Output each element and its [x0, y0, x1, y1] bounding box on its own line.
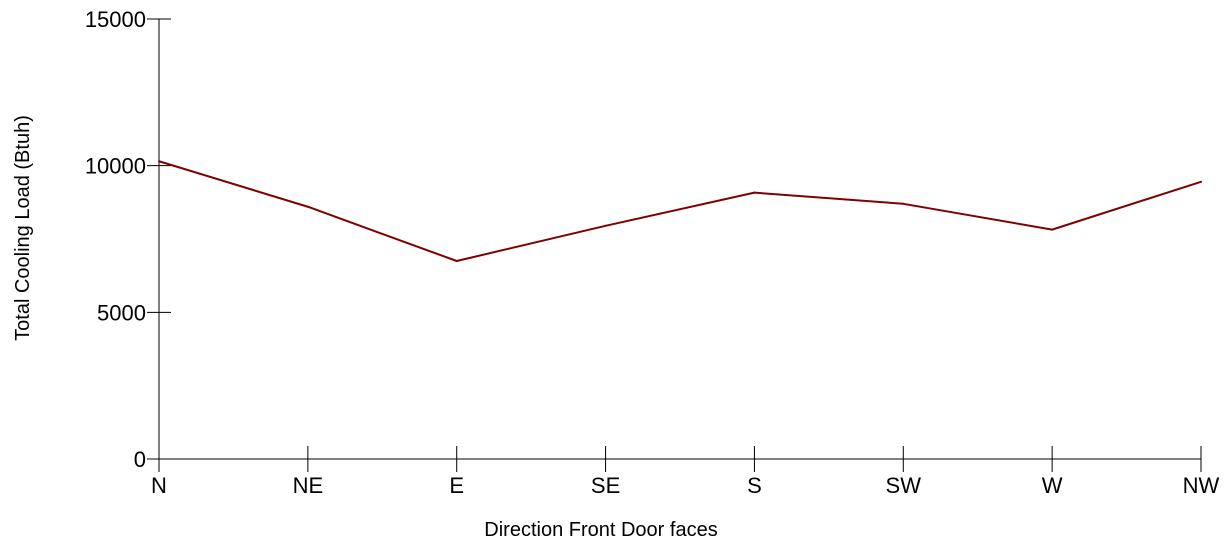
x-axis-title: Direction Front Door faces: [484, 519, 717, 541]
y-tick-label: 0: [134, 447, 146, 472]
y-tick-label: 15000: [85, 7, 146, 32]
y-axis-ticks: 0 5000 10000 15000: [85, 7, 171, 472]
series-layer: [158, 160, 1202, 262]
x-tick-label: SE: [591, 473, 620, 498]
x-tick-label: W: [1042, 473, 1063, 498]
x-axis-ticks: N NE E SE S SW W NW: [151, 446, 1220, 498]
y-axis-title: Total Cooling Load (Btuh): [12, 115, 34, 341]
x-tick-label: S: [747, 473, 762, 498]
data-point: [158, 160, 160, 163]
x-tick-label: E: [449, 473, 464, 498]
data-point: [604, 224, 607, 227]
series-line: [158, 160, 1202, 262]
data-point: [455, 260, 458, 262]
data-point: [306, 205, 309, 208]
data-point: [1200, 180, 1202, 183]
data-point: [1051, 228, 1054, 231]
data-point: [753, 191, 756, 194]
x-tick-label: NW: [1183, 473, 1220, 498]
x-tick-label: SW: [886, 473, 922, 498]
y-tick-label: 10000: [85, 154, 146, 179]
x-tick-label: NE: [293, 473, 324, 498]
data-point: [902, 202, 905, 205]
x-tick-label: N: [151, 473, 167, 498]
y-tick-label: 5000: [97, 300, 146, 325]
